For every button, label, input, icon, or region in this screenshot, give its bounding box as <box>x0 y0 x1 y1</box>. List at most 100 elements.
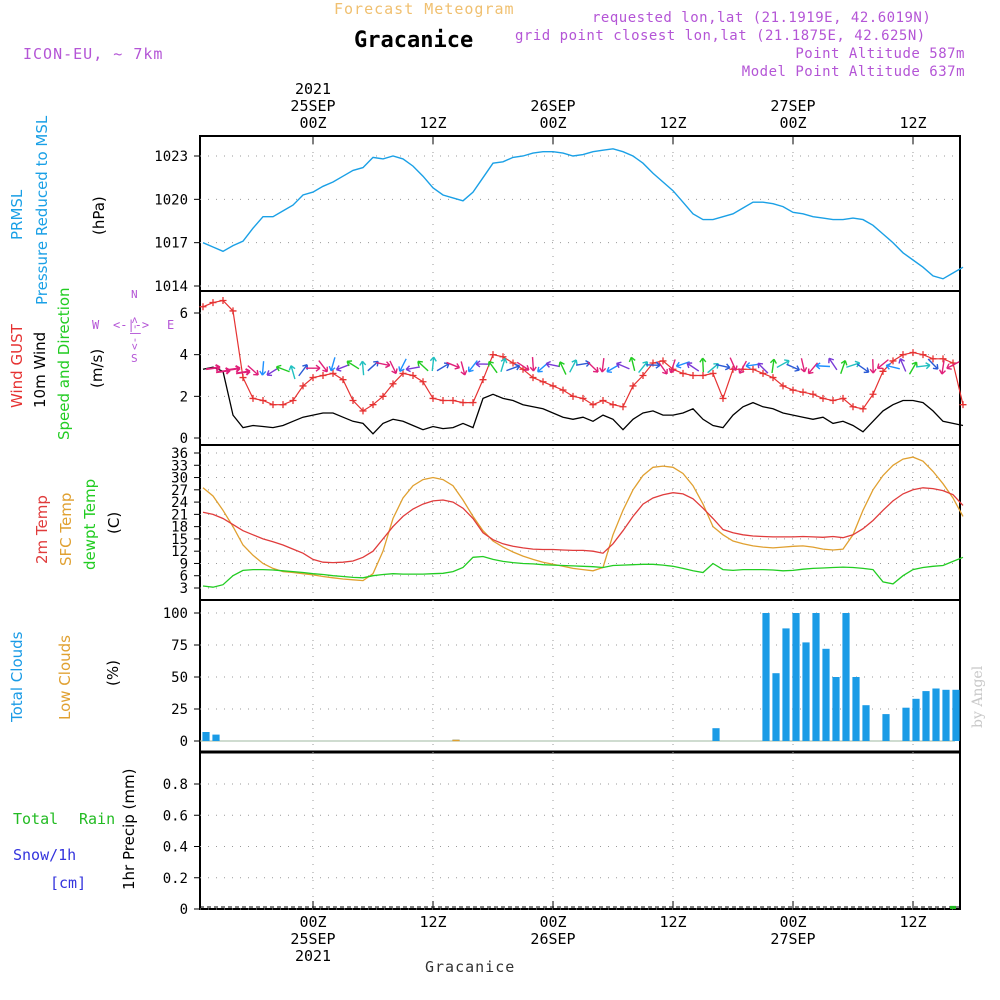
clouds-ytick-label-0: 0 <box>180 734 188 750</box>
temp-ytick-label-6: 21 <box>171 507 188 523</box>
pressure-ytick-label-2: 1020 <box>154 192 188 208</box>
gust-marker-31 <box>509 359 517 367</box>
gust-marker-43 <box>629 382 637 390</box>
model-altitude: Model Point Altitude 637m <box>741 64 965 80</box>
gust-marker-72 <box>919 351 927 359</box>
time-label-bottom-4-0: 00Z <box>779 913 806 931</box>
gust-marker-68 <box>879 367 887 375</box>
sfc-temp-line <box>202 456 964 582</box>
wind-direction-arrow-69 <box>898 358 907 372</box>
wind-direction-arrow-11 <box>318 360 328 373</box>
wind-direction-arrow-61 <box>815 362 831 370</box>
wind-direction-arrow-42 <box>628 356 636 372</box>
gust-marker-61 <box>809 390 817 398</box>
total-cloud-bar-20 <box>942 689 950 741</box>
grid-point-coords: grid point closest lon,lat (21.1875E, 42… <box>515 28 926 44</box>
gust-marker-24 <box>439 397 447 404</box>
pressure-ytick-label-0: 1014 <box>154 279 188 295</box>
wind-direction-arrow-2 <box>225 364 241 373</box>
total-cloud-bar-13 <box>852 677 860 741</box>
gust-marker-23 <box>429 394 437 402</box>
wind-arrow-shape-3 <box>235 368 251 376</box>
wind-direction-arrow-57 <box>776 359 790 369</box>
wind-direction-arrow-8 <box>288 365 296 380</box>
wind-arrow-shape-57 <box>776 359 790 369</box>
wind-arrow-shape-32 <box>529 357 537 372</box>
pressure-ytick-label-3: 1023 <box>154 149 188 165</box>
total-cloud-bar-10 <box>822 648 830 741</box>
wind-direction-arrow-58 <box>786 363 801 372</box>
wind-direction-arrow-13 <box>335 364 350 372</box>
wind-arrow-shape-51 <box>716 363 731 371</box>
wind-arrow-shape-52 <box>729 357 738 372</box>
wind-arrow-shape-37 <box>575 359 591 368</box>
total-cloud-bar-0 <box>202 732 210 741</box>
wind-arrow-shape-28 <box>488 360 498 374</box>
gust-marker-60 <box>799 388 807 396</box>
wind-10m-line <box>202 366 964 435</box>
total-cloud-bar-4 <box>762 613 770 741</box>
gust-marker-21 <box>409 372 417 379</box>
wind-arrow-shape-63 <box>840 359 848 375</box>
wind-arrow-shape-35 <box>558 361 567 375</box>
temp-ytick-label-4: 15 <box>171 532 188 548</box>
temp-ytick-label-9: 30 <box>171 471 188 487</box>
wind-arrow-shape-58 <box>786 363 801 372</box>
gust-marker-46 <box>659 357 667 365</box>
gust-marker-12 <box>319 372 327 379</box>
precip-label-total: Total <box>13 810 59 828</box>
wind-ytick-label-3: 6 <box>180 306 188 322</box>
time-label-top-3-0: 12Z <box>659 114 686 132</box>
wind-direction-arrow-19 <box>398 358 407 372</box>
wind-arrow-shape-41 <box>615 361 630 370</box>
total-cloud-bar-15 <box>882 714 890 741</box>
gust-marker-18 <box>379 392 387 400</box>
time-label-top-1-0: 12Z <box>419 114 446 132</box>
gust-marker-2 <box>219 297 227 304</box>
wind-direction-arrow-72 <box>927 358 939 370</box>
gust-marker-16 <box>359 407 367 415</box>
gust-marker-4 <box>239 374 247 382</box>
gust-marker-0 <box>199 303 207 311</box>
time-label-bottom-0-0: 00Z <box>299 913 326 931</box>
gust-marker-7 <box>269 401 277 409</box>
wind-arrow-shape-4 <box>247 365 259 376</box>
wind-arrow-shape-30 <box>506 363 521 372</box>
time-label-top-4-0: 27SEP <box>770 97 815 115</box>
time-label-top-5-0: 12Z <box>899 114 926 132</box>
wind-arrow-shape-7 <box>275 364 290 373</box>
gust-marker-22 <box>419 378 427 386</box>
wind-arrow-shape-15 <box>359 360 367 376</box>
gust-marker-64 <box>839 394 847 402</box>
wind-direction-arrow-53 <box>738 360 748 374</box>
clouds-ytick-label-2: 50 <box>171 670 188 686</box>
wind-arrow-shape-19 <box>398 358 407 372</box>
wind-direction-arrow-12 <box>328 357 336 372</box>
gust-marker-1 <box>209 299 217 307</box>
gust-marker-8 <box>279 401 287 409</box>
wind-direction-arrow-0 <box>205 363 221 372</box>
gust-marker-70 <box>899 351 907 359</box>
wind-direction-arrow-30 <box>506 363 521 372</box>
compass-horizontal-arrow: <-|-> <box>113 318 150 332</box>
wind-direction-arrow-5 <box>259 361 267 376</box>
gust-marker-44 <box>639 372 647 379</box>
plot-frame <box>199 135 961 910</box>
wind-arrow-shape-72 <box>927 358 939 370</box>
gust-marker-48 <box>679 369 687 377</box>
wind-arrow-shape-38 <box>587 361 599 373</box>
precip-label-rain: Rain <box>79 810 116 828</box>
wind-direction-arrow-32 <box>529 357 537 372</box>
wind-direction-arrow-39 <box>599 358 607 373</box>
gust-marker-55 <box>749 365 757 373</box>
wind-arrow-shape-26 <box>467 360 478 373</box>
gust-marker-39 <box>589 401 597 409</box>
total-cloud-bar-9 <box>812 613 820 741</box>
wind-direction-arrow-16 <box>367 360 379 372</box>
wind-arrow-shape-73 <box>938 360 946 375</box>
dewpt-temp-line <box>202 555 964 588</box>
wind-direction-arrow-73 <box>938 360 946 375</box>
point-altitude: Point Altitude 587m <box>795 46 965 62</box>
gust-marker-5 <box>249 394 257 402</box>
wind-direction-arrow-68 <box>885 362 900 370</box>
